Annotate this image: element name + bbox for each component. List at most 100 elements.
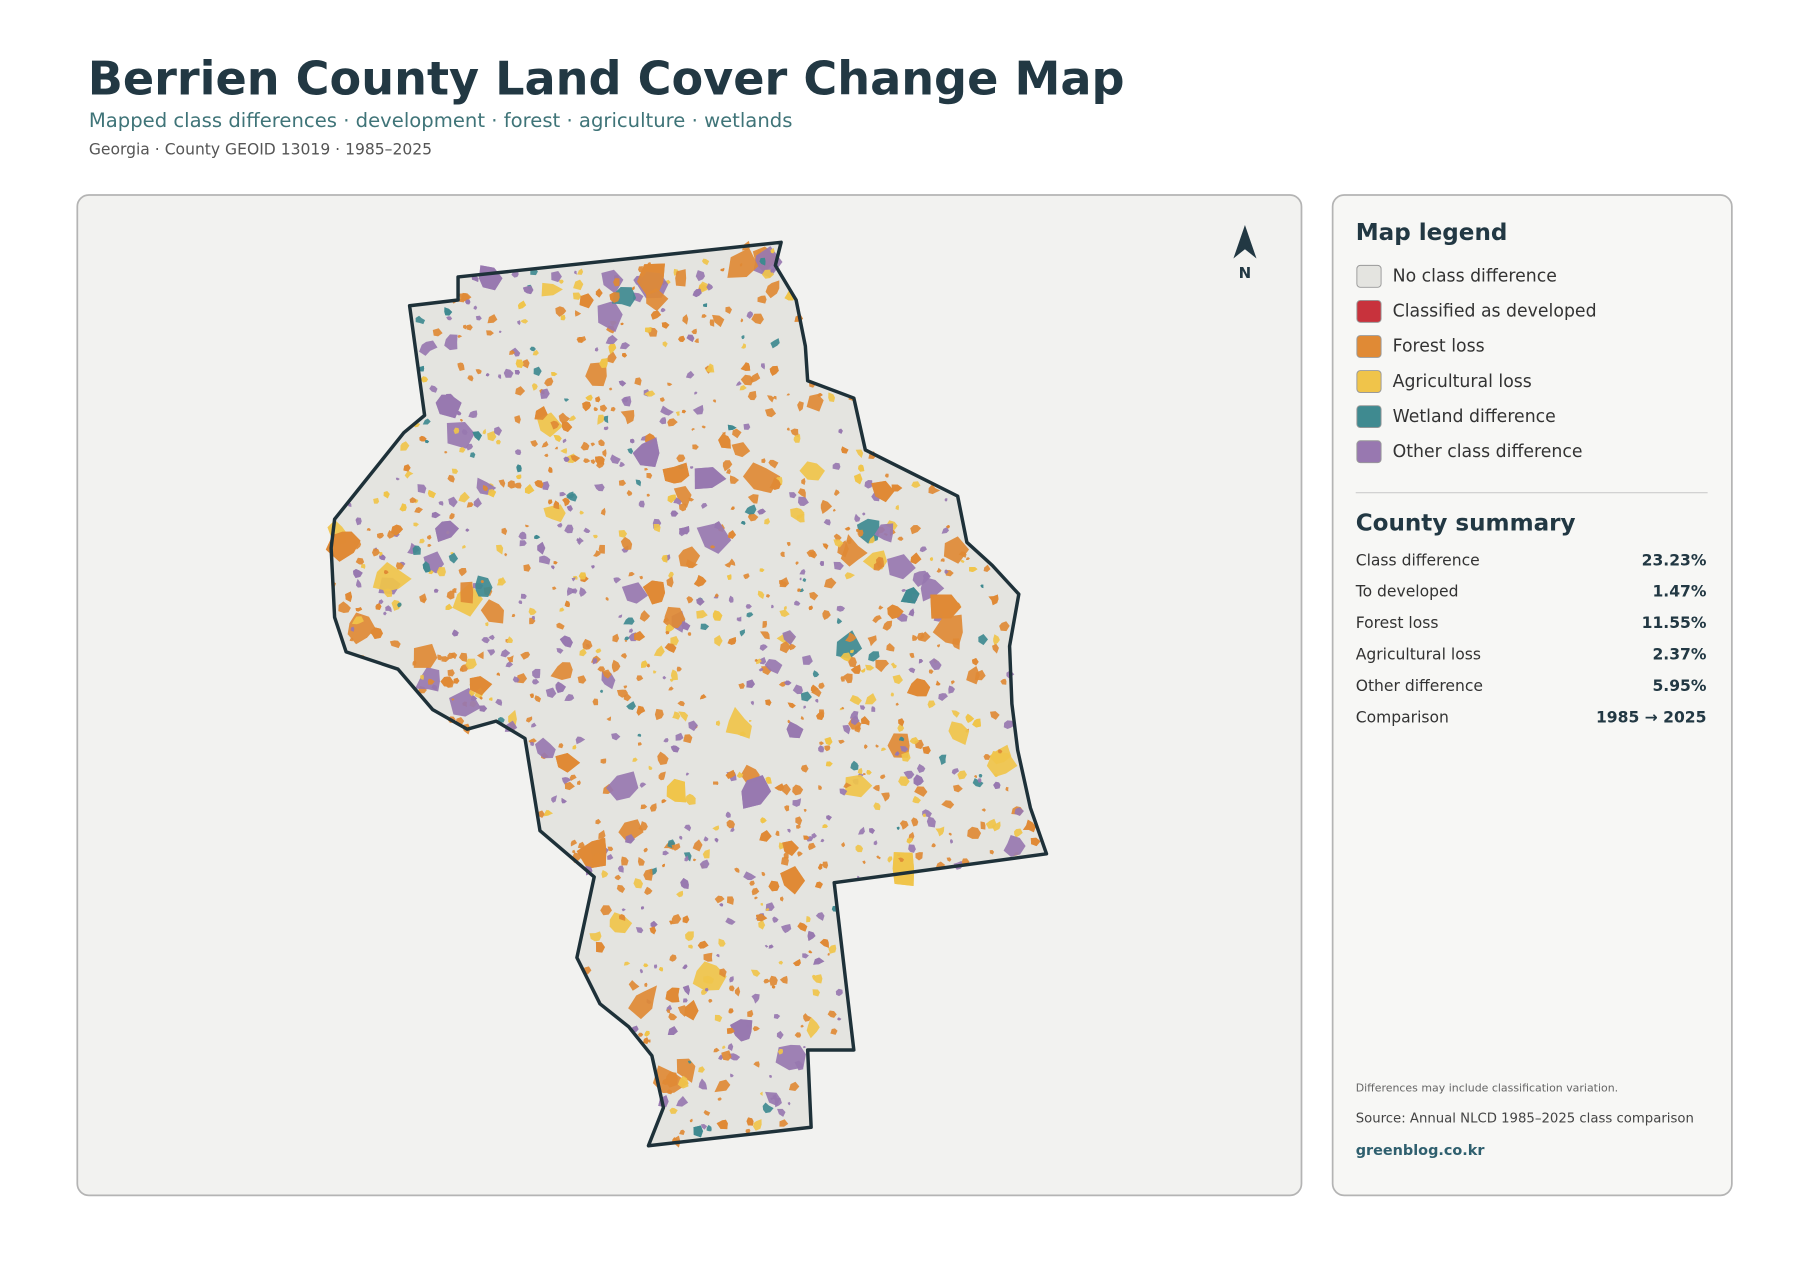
change-patch [792, 684, 803, 695]
change-patch [682, 915, 690, 924]
change-patch [338, 601, 351, 614]
change-patch [784, 680, 792, 686]
change-patch [765, 908, 770, 912]
change-patch [475, 315, 482, 321]
change-patch [437, 654, 443, 661]
change-patch [623, 961, 631, 966]
change-patch [372, 562, 412, 592]
change-patch [840, 676, 845, 682]
change-patch [775, 830, 780, 836]
change-patch [781, 856, 789, 866]
change-patch [778, 960, 784, 965]
change-patch [658, 966, 664, 972]
change-patch [732, 428, 742, 439]
change-patch [665, 630, 670, 635]
change-patch [937, 644, 941, 648]
change-patch [725, 769, 736, 779]
change-patch [714, 1079, 731, 1093]
change-patch [553, 500, 560, 510]
change-patch [803, 1013, 812, 1022]
change-patch [722, 431, 726, 435]
change-patch [718, 1054, 724, 1061]
change-patch [765, 776, 772, 784]
change-patch [623, 685, 628, 689]
change-patch [479, 705, 488, 712]
change-patch [972, 778, 984, 788]
change-patch [669, 954, 677, 962]
change-patch [576, 337, 583, 343]
change-patch [850, 664, 861, 674]
change-patch [415, 315, 426, 325]
change-patch [414, 506, 423, 514]
change-patch [844, 526, 851, 531]
change-patch [755, 913, 768, 922]
change-patch [447, 669, 455, 677]
change-patch [625, 834, 635, 844]
change-patch [700, 1124, 708, 1130]
change-patch [708, 998, 713, 1003]
change-patch [355, 578, 362, 588]
change-patch [958, 551, 967, 558]
change-patch [743, 871, 757, 881]
change-patch [948, 832, 952, 836]
change-patch [574, 270, 577, 275]
change-patch [967, 826, 982, 839]
change-patch [592, 698, 599, 706]
change-patch [618, 614, 623, 618]
change-patch [577, 675, 587, 684]
change-patch [754, 896, 758, 900]
change-patch [769, 365, 779, 376]
change-patch [898, 718, 905, 727]
change-patch [445, 603, 453, 611]
change-patch [832, 508, 836, 512]
change-patch [712, 399, 717, 403]
change-patch [562, 497, 570, 507]
change-patch [989, 711, 1000, 720]
change-patch [919, 546, 927, 553]
change-patch [676, 1095, 689, 1107]
change-patch [980, 821, 986, 830]
change-patch [776, 1030, 784, 1040]
change-patch [730, 506, 735, 510]
change-patch [673, 497, 682, 506]
change-patch [999, 621, 1010, 632]
change-patch [794, 1060, 804, 1071]
change-patch [1022, 819, 1036, 833]
change-patch [817, 863, 823, 870]
north-arrow [1233, 224, 1257, 259]
change-patch [666, 778, 687, 803]
change-patch [726, 1027, 735, 1034]
change-patch [857, 529, 864, 537]
change-patch [595, 396, 601, 403]
north-label: N [1239, 264, 1252, 282]
change-patch [681, 621, 691, 631]
change-patch [914, 786, 928, 797]
change-patch [832, 462, 841, 470]
change-patch [920, 576, 945, 602]
change-patch [597, 300, 623, 333]
change-patch [697, 940, 709, 949]
change-patch [509, 350, 515, 355]
change-patch [599, 358, 608, 369]
change-patch [653, 645, 665, 657]
change-patch [835, 988, 843, 997]
change-patch [444, 307, 453, 316]
change-patch [778, 681, 786, 687]
change-patch [660, 307, 666, 313]
change-patch [729, 475, 740, 484]
change-patch [830, 1028, 838, 1035]
change-patch [601, 669, 612, 679]
change-patch [457, 362, 465, 371]
change-patch [725, 811, 731, 819]
change-patch [866, 770, 872, 775]
change-patch [774, 1098, 782, 1108]
change-patch [461, 429, 468, 435]
change-patch [532, 668, 541, 679]
change-patch [429, 385, 438, 393]
change-patch [472, 431, 482, 441]
change-patch [740, 318, 744, 323]
change-patch [780, 866, 806, 895]
change-patch [383, 570, 389, 575]
change-patch [922, 746, 931, 755]
change-patch [965, 713, 975, 723]
